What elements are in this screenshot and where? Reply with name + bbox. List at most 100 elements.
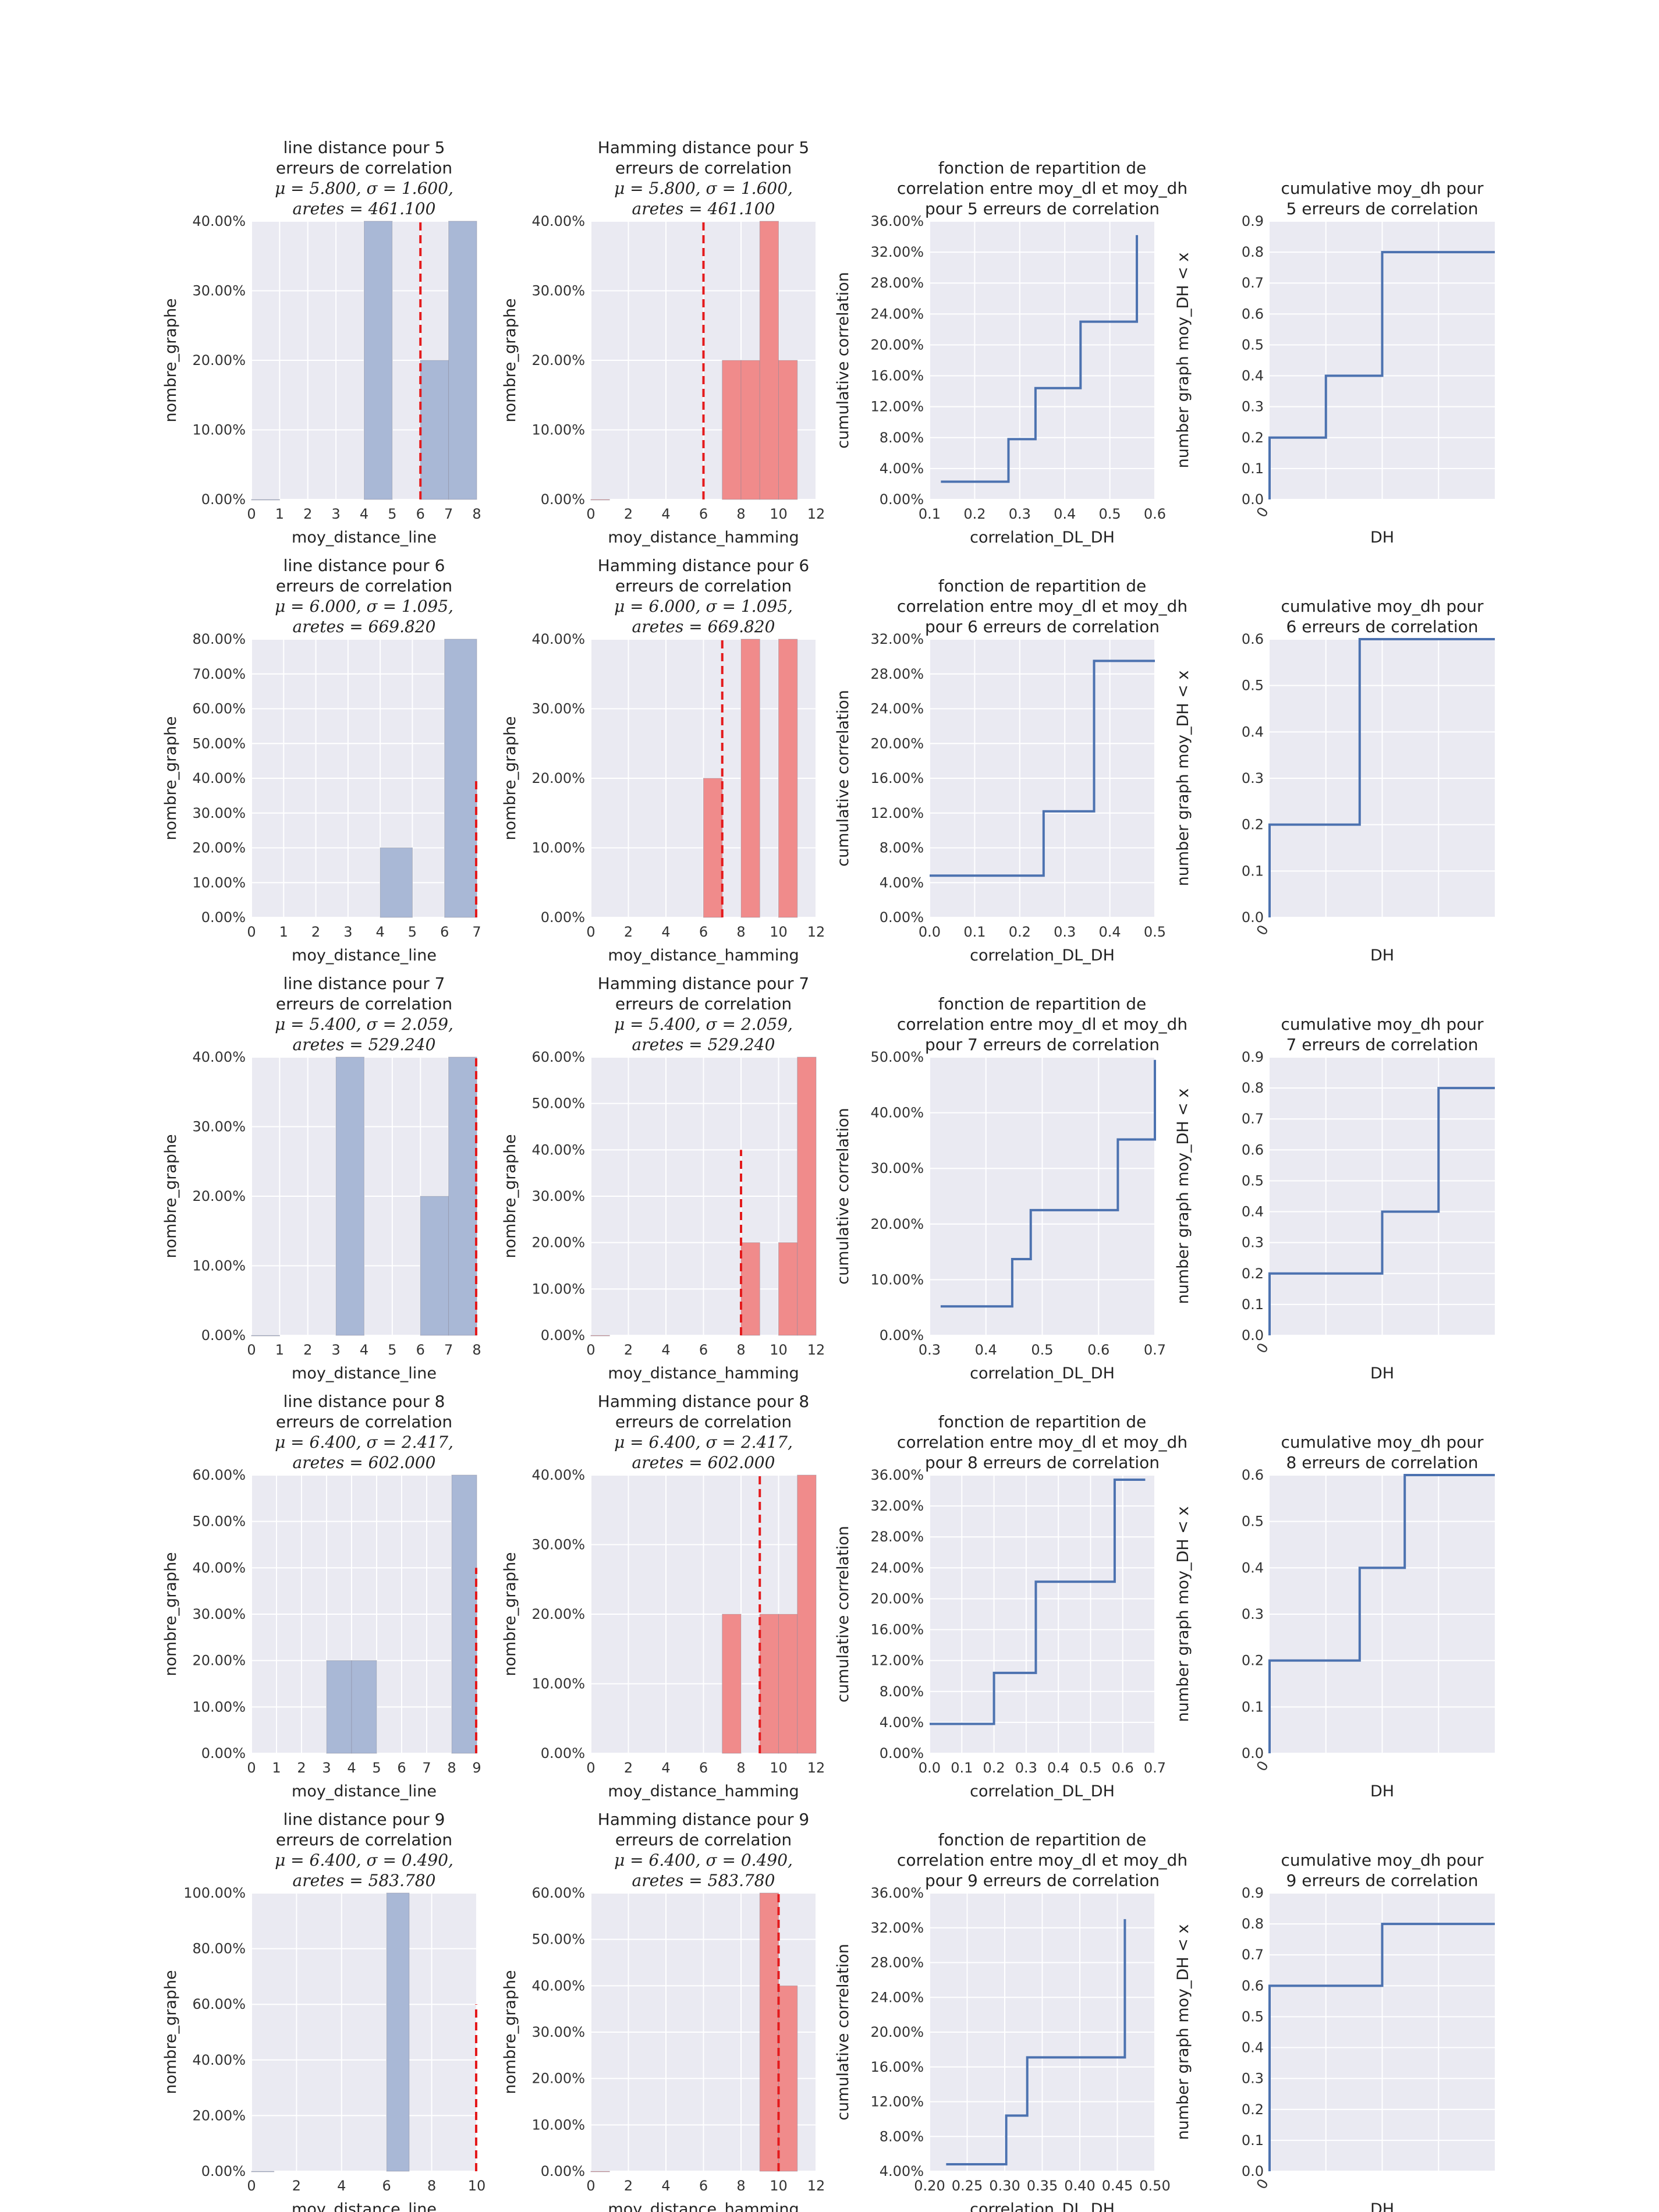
y-tick-label: 28.00% [870,1529,924,1545]
chart-4: 0.00.10.20.30.40.50.60.70.80.90DHnumber … [1174,179,1495,547]
series-line [1268,1087,1495,1335]
y-tick-label: 0.8 [1242,244,1264,260]
y-axis-label: cumulative correlation [834,1108,852,1285]
x-tick-label: 10 [770,506,788,522]
y-tick-label: 10.00% [531,840,585,856]
chart-title: erreurs de correlation [276,994,452,1013]
y-tick-label: 0.5 [1242,2008,1264,2025]
x-axis-label: moy_distance_hamming [608,1782,799,1800]
y-tick-label: 12.00% [870,1653,924,1669]
x-tick-label: 0.3 [919,1342,941,1358]
y-tick-label: 0.2 [1242,2101,1264,2118]
chart-subtitle: aretes = 529.240 [293,1035,436,1054]
y-tick-label: 28.00% [870,666,924,682]
chart-7: 0.00% 4.00% 8.00% 12.00% 16.00% 20.00% 24.00% 2… [834,576,1187,965]
chart-subtitle: μ = 5.800, σ = 1.600, [614,179,793,198]
x-tick-label: 2 [297,1760,306,1776]
x-tick-label: 8 [736,1760,745,1776]
series-line [1268,1474,1495,1753]
y-axis-label: nombre_graphe [501,1552,519,1676]
x-tick-label: 2 [303,1342,312,1358]
bar [778,1614,798,1754]
y-tick-label: 0.00% [541,2163,585,2179]
chart-title: cumulative moy_dh pour [1281,1851,1484,1870]
y-tick-label: 0.8 [1242,1916,1264,1932]
series-line [1268,1923,1495,2171]
y-tick-label: 20.00% [870,336,924,353]
chart-17: 0.00% 20.00% 40.00% 60.00% 80.00% 100.00% 0 2 4 6… [162,1810,485,2212]
y-tick-label: 0.5 [1242,336,1264,353]
x-axis-label: DH [1370,529,1394,547]
y-tick-label: 0.5 [1242,1172,1264,1189]
y-tick-label: 0.00% [201,2163,246,2179]
x-tick-label: 6 [699,1342,708,1358]
x-tick-label: 0.4 [1054,506,1076,522]
x-tick-label: 5 [408,924,417,940]
y-tick-label: 40.00% [870,1105,924,1121]
y-tick-label: 0.2 [1242,1265,1264,1282]
x-tick-label: 0.4 [975,1342,997,1358]
x-tick-label: 0.1 [963,924,986,940]
y-tick-label: 40.00% [192,770,246,786]
y-tick-label: 20.00% [531,1235,585,1251]
chart-12: 0.00.10.20.30.40.50.60.70.80.90DHnumber … [1174,1015,1495,1383]
x-tick-label: 1 [272,1760,281,1776]
chart-title: pour 7 erreurs de correlation [925,1035,1160,1054]
y-tick-label: 4.00% [880,460,924,477]
chart-subtitle: aretes = 583.780 [293,1871,436,1890]
bar [759,1614,779,1754]
chart-subtitle: aretes = 583.780 [632,1871,775,1890]
x-tick-label: 1 [279,924,288,940]
y-axis-label: cumulative correlation [834,272,852,449]
y-tick-label: 10.00% [192,1258,246,1274]
x-tick-label: 5 [372,1760,381,1776]
y-axis-label: nombre_graphe [501,1970,519,2094]
x-tick-label: 5 [388,1342,396,1358]
y-axis-label: number graph moy_DH < x [1174,1089,1192,1304]
chart-subtitle: μ = 5.400, σ = 2.059, [275,1015,453,1034]
series-line [946,1919,1126,2166]
plot-area [930,221,1155,499]
y-tick-label: 30.00% [531,2024,585,2040]
y-tick-label: 0.0 [1242,1745,1264,1761]
x-tick-label: 6 [382,2178,391,2194]
y-tick-label: 12.00% [870,805,924,821]
y-tick-label: 0.1 [1242,863,1264,879]
chart-1: 0.00% 10.00% 20.00% 30.00% 40.00% 0 1 2 3 4 5 6 7 8 mo… [162,138,481,547]
chart-title: cumulative moy_dh pour [1281,179,1484,198]
y-axis-label: nombre_graphe [162,1970,180,2094]
y-tick-label: 28.00% [870,1955,924,1971]
y-tick-label: 10.00% [192,422,246,438]
x-tick-label: 12 [807,1342,825,1358]
y-tick-label: 20.00% [192,840,246,856]
x-tick-label: 2 [624,2178,633,2194]
y-tick-label: 60.00% [192,701,246,717]
x-tick-label: 7 [444,506,453,522]
bar [251,2171,275,2172]
y-tick-label: 0.9 [1242,1049,1264,1065]
bar [451,1474,477,1754]
y-axis-label: nombre_graphe [162,298,180,422]
chart-subtitle: μ = 6.000, σ = 1.095, [275,597,453,616]
x-tick-label: 6 [699,2178,708,2194]
y-tick-label: 8.00% [880,840,924,856]
x-tick-label: 9 [472,1760,481,1776]
x-tick-label: 0 [247,1342,256,1358]
x-axis-label: correlation_DL_DH [970,1782,1115,1800]
x-tick-label: 0.5 [1031,1342,1053,1358]
x-tick-label: 0 [247,2178,256,2194]
x-tick-label: 0.3 [1009,506,1031,522]
chart-title: Hamming distance pour 5 [598,138,809,157]
bar [759,1892,779,2172]
x-axis-label: moy_distance_line [292,529,437,547]
chart-14: 0.00% 10.00% 20.00% 30.00% 40.00% 0 2 4 6 8 10 12 mo… [501,1392,825,1800]
y-tick-label: 0.3 [1242,399,1264,415]
x-tick-label: 4 [360,1342,368,1358]
y-tick-label: 32.00% [870,1920,924,1936]
x-axis-label: DH [1370,1364,1394,1383]
x-axis-label: DH [1370,1782,1394,1800]
bar [778,639,798,918]
y-tick-label: 80.00% [192,1941,246,1957]
chart-subtitle: aretes = 602.000 [293,1453,436,1472]
y-tick-label: 24.00% [870,701,924,717]
